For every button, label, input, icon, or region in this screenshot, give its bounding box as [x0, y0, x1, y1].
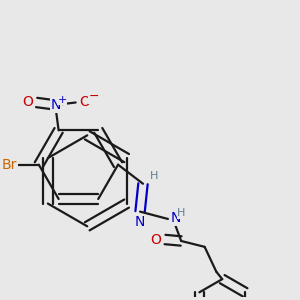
- Text: N: N: [50, 98, 61, 112]
- Text: −: −: [88, 90, 99, 103]
- Text: N: N: [135, 215, 145, 230]
- Text: H: H: [149, 171, 158, 182]
- Text: N: N: [170, 211, 181, 225]
- Text: H: H: [177, 208, 186, 218]
- Text: O: O: [22, 95, 33, 110]
- Text: Br: Br: [2, 158, 17, 172]
- Text: O: O: [79, 95, 90, 110]
- Text: O: O: [151, 232, 161, 247]
- Text: +: +: [58, 94, 67, 105]
